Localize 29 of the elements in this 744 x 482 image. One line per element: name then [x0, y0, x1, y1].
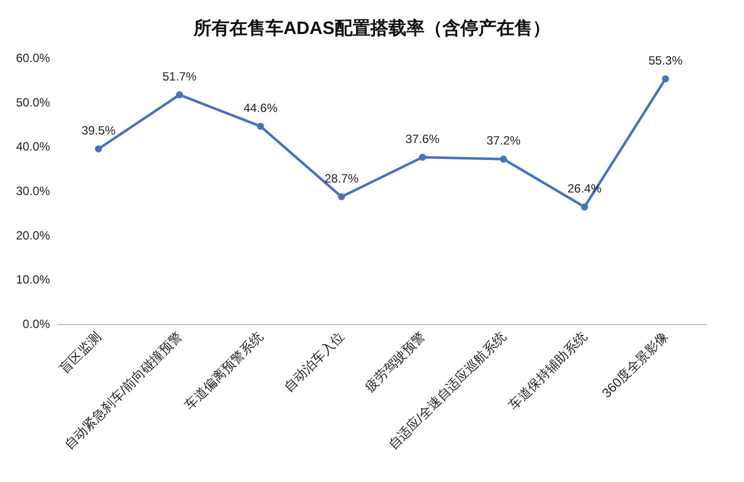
data-label: 39.5%: [81, 123, 116, 138]
point: [257, 122, 264, 130]
x-tick-label: 自动泊车入位: [281, 328, 347, 394]
x-tick-label: 疲劳驾驶预警: [362, 328, 428, 394]
point: [581, 203, 588, 210]
point: [662, 75, 669, 82]
x-tick-label: 车道偏离预警系统: [182, 328, 266, 413]
data-label: 51.7%: [162, 69, 197, 84]
x-tick-label: 盲区监测: [56, 328, 104, 376]
point: [176, 91, 183, 98]
y-tick-label: 30.0%: [16, 184, 50, 198]
y-tick-label: 0.0%: [22, 317, 50, 331]
point: [419, 154, 426, 161]
y-tick-label: 10.0%: [16, 272, 50, 287]
chart-title: 所有在售车ADAS配置搭载率（含停产在售）: [192, 18, 551, 38]
point: [500, 156, 507, 163]
y-tick-label: 50.0%: [16, 95, 50, 110]
data-label: 37.6%: [405, 132, 440, 146]
data-label: 55.3%: [648, 53, 683, 68]
point: [95, 145, 102, 152]
y-tick-label: 20.0%: [16, 228, 50, 242]
data-label: 37.2%: [486, 134, 521, 148]
x-tick-label: 360度全景影像: [598, 328, 671, 401]
y-tick-label: 40.0%: [16, 140, 50, 154]
data-label: 28.7%: [324, 171, 359, 186]
x-tick-label: 车道保持辅助系统: [506, 328, 590, 413]
data-label: 44.6%: [243, 100, 278, 115]
point: [338, 193, 345, 200]
y-tick-label: 60.0%: [16, 51, 50, 65]
